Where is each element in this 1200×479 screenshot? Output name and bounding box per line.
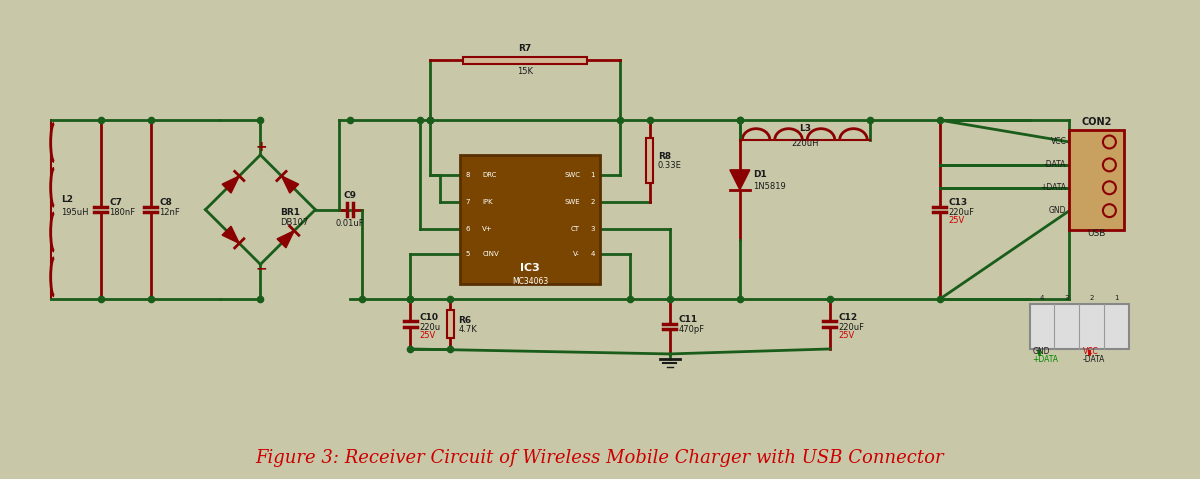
Text: 7: 7 xyxy=(466,199,469,205)
Text: 4: 4 xyxy=(590,251,595,257)
Text: IPK: IPK xyxy=(482,199,493,205)
Text: 2: 2 xyxy=(590,199,595,205)
Text: 470pF: 470pF xyxy=(679,325,706,334)
Text: C7: C7 xyxy=(109,198,122,207)
Text: 220uF: 220uF xyxy=(948,208,974,217)
Polygon shape xyxy=(730,170,750,190)
Text: −: − xyxy=(256,262,268,275)
Text: C8: C8 xyxy=(160,198,173,207)
Text: 6: 6 xyxy=(466,226,469,231)
Text: V-: V- xyxy=(574,251,580,257)
Text: L2: L2 xyxy=(61,194,73,204)
Text: 8: 8 xyxy=(466,172,469,178)
Text: GND: GND xyxy=(1049,206,1067,215)
Text: R6: R6 xyxy=(458,316,472,325)
Text: C11: C11 xyxy=(679,315,698,324)
Text: 0.33E: 0.33E xyxy=(658,161,682,171)
Text: MC34063: MC34063 xyxy=(512,277,548,286)
Text: 25V: 25V xyxy=(419,331,436,340)
Text: VCC: VCC xyxy=(1082,347,1098,356)
Text: 1N5819: 1N5819 xyxy=(752,182,786,191)
Text: USB: USB xyxy=(1087,228,1106,238)
Text: BR1: BR1 xyxy=(281,207,300,217)
Text: CON2: CON2 xyxy=(1081,117,1112,127)
Text: V+: V+ xyxy=(482,226,493,231)
Text: GND: GND xyxy=(1032,347,1050,356)
Text: 0.01uF: 0.01uF xyxy=(336,218,365,228)
Text: 12nF: 12nF xyxy=(160,208,180,217)
FancyBboxPatch shape xyxy=(460,155,600,284)
Text: C9: C9 xyxy=(343,191,356,200)
FancyBboxPatch shape xyxy=(446,310,454,338)
Text: 25V: 25V xyxy=(948,216,965,225)
Text: L3: L3 xyxy=(799,124,811,133)
Text: +DATA: +DATA xyxy=(1032,355,1058,364)
Text: 4: 4 xyxy=(1040,295,1044,301)
Text: +DATA: +DATA xyxy=(1040,183,1067,192)
Polygon shape xyxy=(282,176,299,193)
Text: C10: C10 xyxy=(419,313,438,321)
Text: 195uH: 195uH xyxy=(61,207,88,217)
Text: DB107: DB107 xyxy=(281,217,308,227)
Text: 220uF: 220uF xyxy=(839,322,865,331)
Text: 220uH: 220uH xyxy=(791,139,818,148)
Text: 220u: 220u xyxy=(419,322,440,331)
Text: DRC: DRC xyxy=(482,172,497,178)
Text: +: + xyxy=(256,140,268,154)
Text: SWE: SWE xyxy=(564,199,580,205)
Text: C12: C12 xyxy=(839,313,858,321)
Text: 1: 1 xyxy=(1115,295,1120,301)
Text: Figure 3: Receiver Circuit of Wireless Mobile Charger with USB Connector: Figure 3: Receiver Circuit of Wireless M… xyxy=(256,449,944,468)
Text: SWC: SWC xyxy=(564,172,580,178)
Text: CT: CT xyxy=(571,226,580,231)
Text: R7: R7 xyxy=(518,44,532,53)
Text: 5: 5 xyxy=(466,251,469,257)
Text: 3: 3 xyxy=(590,226,595,231)
FancyBboxPatch shape xyxy=(647,138,654,183)
Text: 3: 3 xyxy=(1064,295,1069,301)
Text: R8: R8 xyxy=(658,152,671,161)
FancyBboxPatch shape xyxy=(463,57,587,64)
Text: D1: D1 xyxy=(752,170,767,179)
FancyBboxPatch shape xyxy=(1069,130,1124,229)
Text: C13: C13 xyxy=(948,198,967,207)
Text: 180nF: 180nF xyxy=(109,208,136,217)
Polygon shape xyxy=(222,176,239,193)
Text: 25V: 25V xyxy=(839,331,854,340)
Text: 1: 1 xyxy=(590,172,595,178)
Text: 15K: 15K xyxy=(517,67,533,76)
Text: -DATA: -DATA xyxy=(1082,355,1105,364)
FancyBboxPatch shape xyxy=(1030,304,1129,349)
Polygon shape xyxy=(277,231,294,248)
Text: -DATA: -DATA xyxy=(1044,160,1067,170)
Text: 2: 2 xyxy=(1090,295,1094,301)
Polygon shape xyxy=(222,226,239,243)
Text: VCC: VCC xyxy=(1051,137,1067,147)
Text: CINV: CINV xyxy=(482,251,499,257)
Text: 4.7K: 4.7K xyxy=(458,325,476,333)
Text: IC3: IC3 xyxy=(521,263,540,274)
